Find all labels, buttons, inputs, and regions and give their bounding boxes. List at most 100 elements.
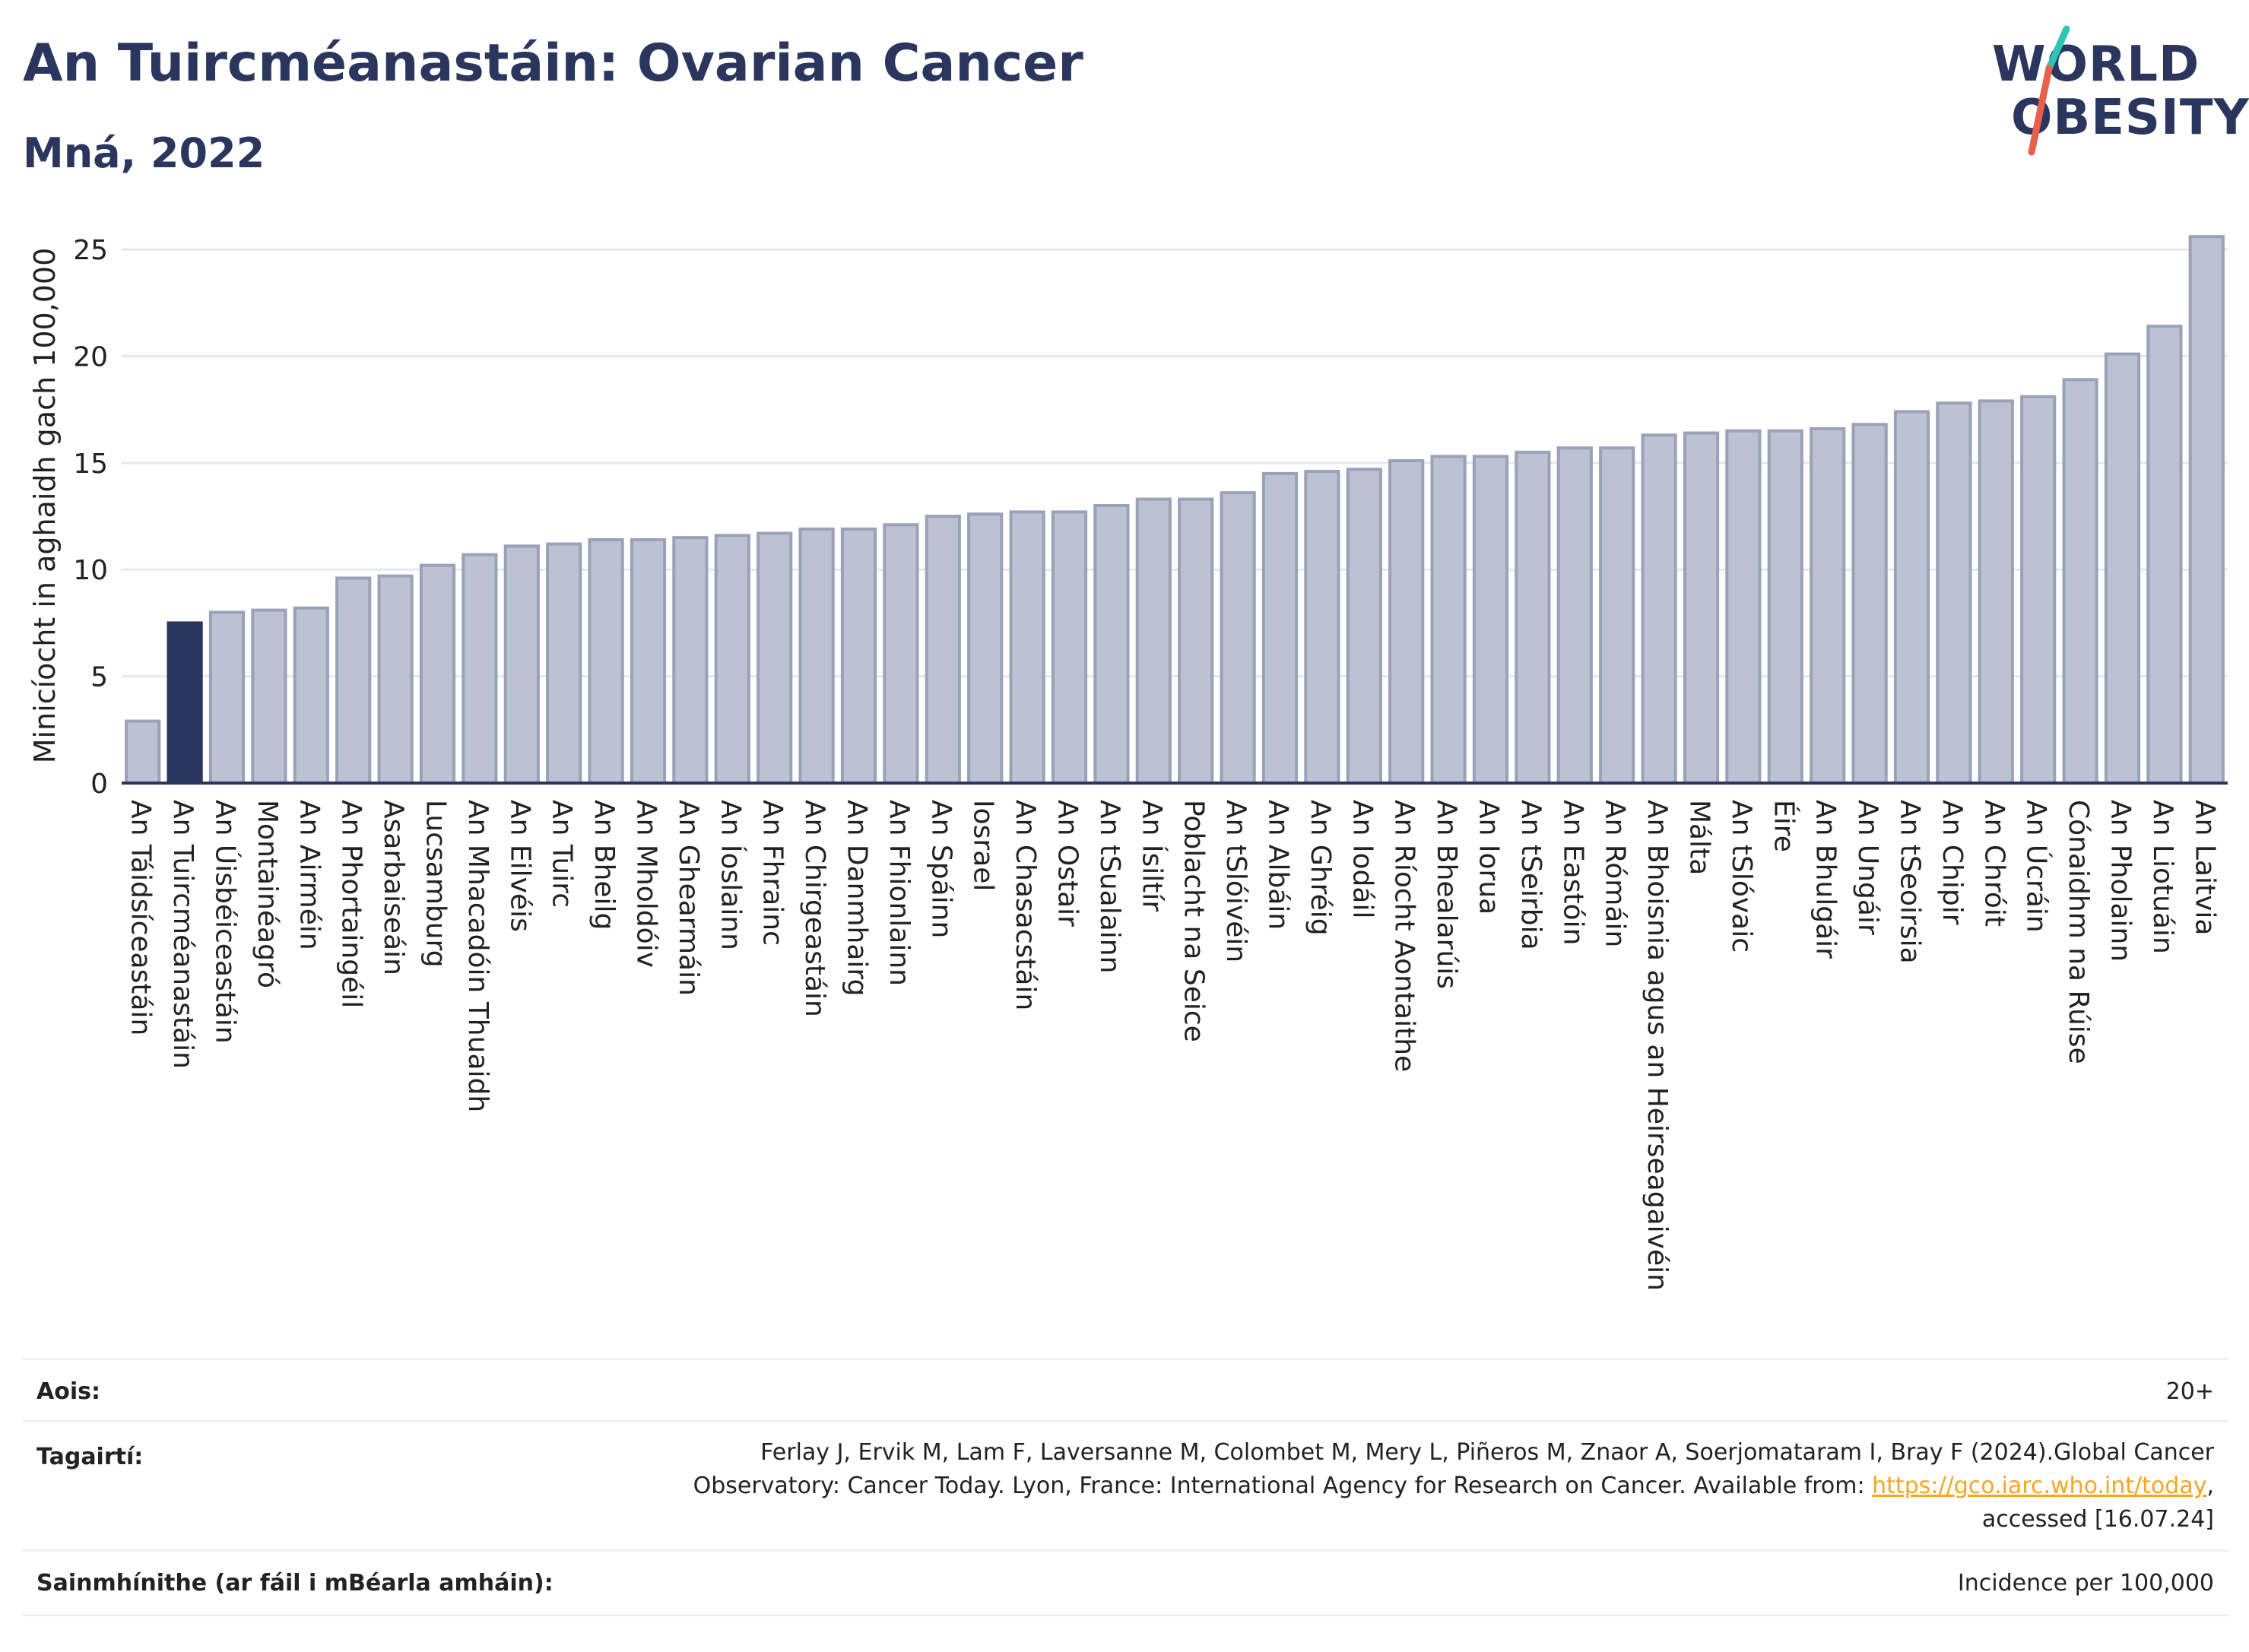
bar — [1093, 504, 1130, 785]
logo-slash-icon — [2028, 25, 2070, 156]
x-tick-label: An Danmhairg — [842, 800, 873, 996]
bar — [883, 523, 919, 785]
bar — [1178, 497, 1214, 785]
y-tick-label: 0 — [90, 769, 108, 800]
definition-value: Incidence per 100,000 — [1957, 1570, 2214, 1597]
x-tick-label: Montainéagró — [252, 800, 283, 988]
definition-label: Sainmhínithe (ar fáil i mBéarla amháin): — [36, 1570, 554, 1597]
x-tick-label: An Iorua — [1473, 800, 1505, 915]
x-tick-label: An Íoslainn — [715, 800, 747, 950]
x-tick-label: An Mholdóiv — [631, 800, 662, 968]
x-tick-label: An Ghearmáin — [673, 800, 704, 996]
bar — [251, 608, 287, 785]
x-tick-label: An Laitvia — [2189, 800, 2220, 936]
bar — [1430, 455, 1467, 785]
footer-row-age: Aois: 20+ — [23, 1358, 2228, 1422]
bar — [1009, 510, 1045, 785]
x-tick-label: An Pholainn — [2105, 800, 2136, 962]
x-tick-label: An Iodáil — [1347, 800, 1378, 918]
bar — [967, 512, 1004, 785]
y-tick-label: 5 — [90, 662, 108, 693]
reference-label: Tagairtí: — [36, 1444, 144, 1470]
x-tick-label: An tSeirbia — [1515, 800, 1546, 950]
y-tick-label: 20 — [73, 341, 108, 373]
x-tick-label: An Eastóin — [1557, 800, 1588, 945]
x-tick-label: An Ungáir — [1852, 800, 1883, 935]
bar — [1599, 446, 1635, 785]
bar — [1893, 410, 1930, 785]
reference-line2-end: , — [2206, 1473, 2214, 1499]
x-tick-label: An Chróit — [1978, 800, 2010, 927]
x-tick-label: An Phortaingéil — [336, 800, 367, 1008]
bar — [840, 527, 877, 785]
x-tick-label: An Bhealarúis — [1431, 800, 1462, 989]
x-tick-label: An Ísiltír — [1136, 800, 1168, 912]
x-tick-label: An tSualainn — [1094, 800, 1125, 973]
bar — [1515, 450, 1551, 785]
reference-line1: Ferlay J, Ervik M, Lam F, Laversanne M, … — [760, 1439, 2214, 1466]
y-tick-label: 15 — [73, 449, 108, 480]
x-tick-label: An Chasacstáin — [1010, 800, 1041, 1010]
bar — [1641, 433, 1677, 785]
x-tick-label: An Úisbéiceastáin — [210, 800, 242, 1044]
bar — [419, 563, 456, 785]
x-tick-label: An Ghréig — [1305, 800, 1336, 936]
bar — [798, 527, 835, 785]
reference-link[interactable]: https://gco.iarc.who.int/today — [1872, 1473, 2207, 1499]
x-tick-label: Cónaidhm na Rúise — [2063, 800, 2094, 1064]
page-subtitle: Mná, 2022 — [23, 129, 265, 177]
x-tick-label: Iosrael — [968, 800, 999, 891]
bar — [1683, 431, 1720, 785]
x-tick-label: An Chirgeastáin — [799, 800, 830, 1017]
bar — [462, 553, 498, 785]
bar — [1304, 470, 1340, 785]
bar — [1135, 497, 1172, 785]
x-tick-label: An Albáin — [1263, 800, 1294, 930]
bar — [1767, 429, 1803, 785]
bar — [2062, 378, 2098, 785]
logo-line2: OBESITY — [2011, 90, 2249, 146]
x-tick-label: An Fhrainc — [757, 800, 788, 946]
x-tick-label: An tSlóivéin — [1220, 800, 1251, 962]
bar — [757, 531, 793, 785]
x-tick-label: An tSlóvaic — [1726, 800, 1757, 953]
bar — [1936, 401, 1972, 785]
x-tick-label: An Tuircméanastáin — [167, 800, 198, 1069]
age-value: 20+ — [2165, 1378, 2214, 1405]
bar — [2020, 395, 2057, 785]
x-tick-label: An Fhionlainn — [883, 800, 915, 986]
x-tick-label: Málta — [1684, 800, 1715, 875]
reference-line2: Observatory: Cancer Today. Lyon, France:… — [693, 1470, 2214, 1503]
reference-line2-text: Observatory: Cancer Today. Lyon, France:… — [693, 1473, 1873, 1499]
logo-line1: WORLD — [1992, 36, 2200, 93]
bar — [1220, 491, 1256, 785]
x-tick-label: An Táidsíceastáin — [125, 800, 157, 1035]
bar — [1346, 468, 1382, 785]
bar — [377, 574, 414, 785]
x-tick-label: An Rómáin — [1600, 800, 1631, 947]
bar — [293, 606, 329, 785]
x-tick-label: An Eilvéis — [504, 800, 535, 932]
bar — [1978, 399, 2014, 785]
bar — [208, 610, 246, 785]
tick-labels: 0 5 10 15 20 25 An Táidsíceastáin An Tuircméana… — [73, 235, 2220, 1291]
bar — [2146, 325, 2183, 785]
bar — [588, 537, 624, 785]
x-tick-label: An Bheilg — [588, 800, 620, 930]
x-tick-label: Poblacht na Seice — [1178, 800, 1210, 1042]
bar — [546, 542, 582, 785]
bar — [1051, 510, 1088, 785]
reference-text: Ferlay J, Ervik M, Lam F, Laversanne M, … — [693, 1436, 2214, 1536]
bar — [1810, 426, 1846, 785]
x-tick-label: Asarbaiseáin — [378, 800, 409, 975]
bar — [2104, 352, 2141, 785]
world-obesity-logo: WORLD OBESITY — [1977, 23, 2249, 160]
bar — [1472, 455, 1509, 785]
x-tick-label: An Bhoisnia agus an Heirseagaivéin — [1642, 800, 1673, 1291]
y-tick-label: 25 — [73, 235, 108, 266]
bar — [125, 719, 161, 785]
bar — [714, 534, 750, 785]
bar — [1261, 471, 1299, 785]
bar — [1725, 429, 1762, 785]
bar — [167, 621, 203, 785]
